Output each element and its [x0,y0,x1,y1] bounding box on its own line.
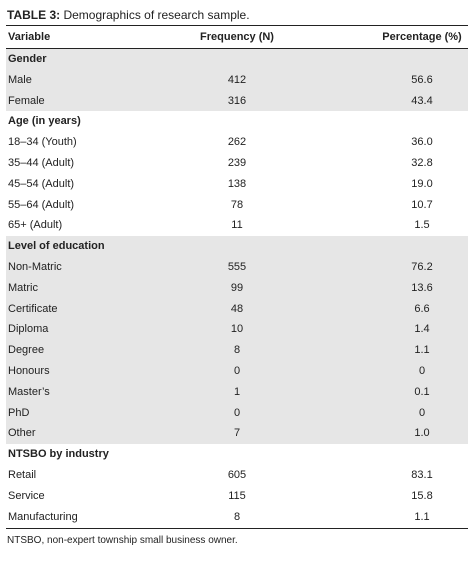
table-cell: 45–54 (Adult) [8,177,75,190]
table-cell: 36.0 [411,136,433,149]
bottom-rule [6,528,468,529]
table-cell: Male [8,73,32,86]
table-row: Matric 99 13.6 [6,277,468,299]
table-cell: Certificate [8,302,58,315]
table-cell: 0 [233,365,241,377]
table-cell: 0 [418,406,426,419]
header-row: Variable Frequency (N) Percentage (%) [6,27,468,48]
table-cell: 78 [230,198,244,211]
table-cell: 6.6 [414,302,430,315]
table-cell: 99 [230,281,244,294]
table-row: Degree 8 1.1 [6,340,468,361]
table-cell: 0 [233,406,241,419]
table-cell: 1.4 [414,323,430,336]
table-cell: 262 [227,136,247,149]
table-row: Manufacturing 8 1.1 [6,507,468,528]
footnote: NTSBO, non-expert township small busines… [7,535,238,546]
group-heading: NTSBO by industry [8,448,109,461]
table-cell: Non-Matric [8,261,62,273]
table-cell: 83.1 [411,469,433,481]
table-cell: PhD [8,406,30,419]
table-cell: 115 [228,489,246,502]
table-cell: 10.7 [411,198,433,211]
table-row: 65+ (Adult) 11 1.5 [6,215,468,236]
column-header: Frequency (N) [200,31,274,43]
table-title: TABLE 3: Demographics of research sample… [7,8,250,22]
header-rule [6,48,468,49]
table-cell: 65+ (Adult) [8,219,63,232]
table-cell: 1 [233,385,241,398]
table-row: Certificate 48 6.6 [6,298,468,320]
top-rule [6,25,468,26]
table-cell: Retail [8,469,37,481]
table-cell: 19.0 [411,177,433,190]
table-cell: 0 [418,365,426,377]
table-cell: 1.1 [414,510,430,523]
column-header: Variable [8,31,51,43]
table-cell: 11 [231,219,243,232]
table-row: PhD 0 0 [6,402,468,424]
table-cell: 412 [227,73,247,86]
table-cell: 8 [233,510,241,523]
table-cell: 316 [227,94,247,107]
column-header: Percentage (%) [382,31,462,43]
table-row: Honours 0 0 [6,361,468,382]
table-cell: Degree [8,344,45,357]
table-row: 55–64 (Adult) 78 10.7 [6,195,468,216]
table-row: 18–34 (Youth) 262 36.0 [6,132,468,153]
table-cell: 76.2 [411,261,433,273]
table-cell: Master’s [8,385,50,398]
table-cell: 43.4 [411,94,433,107]
table-cell: 56.6 [411,73,433,86]
table-cell: 55–64 (Adult) [8,198,75,211]
table-cell: 32.8 [411,157,433,169]
table-cell: 7 [233,427,241,440]
table-cell: Matric [8,281,38,294]
table-cell: 48 [230,302,244,315]
table-cell: 8 [233,344,241,357]
title-text: Demographics of research sample. [63,8,250,22]
title-label: TABLE 3: [7,8,61,22]
table-cell: 1.1 [414,344,430,357]
table-cell: Other [8,427,36,440]
table-cell: 0.1 [414,385,430,398]
table-row: Service 115 15.8 [6,486,468,507]
table-cell: Diploma [8,323,49,336]
table-row: Retail 605 83.1 [6,465,468,486]
table-cell: 18–34 (Youth) [8,136,77,149]
group-heading-row: Age (in years) [6,111,468,132]
table-cell: Manufacturing [8,510,78,523]
table-cell: 138 [227,177,247,190]
table-cell: 10 [230,323,244,336]
table-cell: Female [8,94,45,107]
group-heading: Gender [8,53,47,65]
table-row: Master’s 1 0.1 [6,381,468,403]
group-heading-row: Level of education [6,236,468,257]
group-heading: Level of education [8,240,105,253]
group-heading-row: Gender [6,49,468,70]
table-cell: 13.6 [411,281,433,294]
table-cell: Honours [8,365,50,377]
table-row: Diploma 10 1.4 [6,319,468,341]
table-row: 45–54 (Adult) 138 19.0 [6,174,468,195]
table-row: 35–44 (Adult) 239 32.8 [6,153,468,174]
table-cell: 15.8 [411,489,433,502]
table-cell: 1.5 [414,219,430,232]
table-cell: 555 [227,261,247,273]
group-heading: Age (in years) [8,115,81,128]
table-cell: 1.0 [414,427,430,440]
table-row: Male 412 56.6 [6,69,468,91]
table-cell: 35–44 (Adult) [8,157,75,169]
group-heading-row: NTSBO by industry [6,444,468,465]
table-row: Female 316 43.4 [6,90,468,112]
table-row: Non-Matric 555 76.2 [6,257,468,278]
table-row: Other 7 1.0 [6,423,468,445]
table-cell: Service [8,489,45,502]
table-cell: 239 [227,157,247,169]
table-cell: 605 [227,469,247,481]
